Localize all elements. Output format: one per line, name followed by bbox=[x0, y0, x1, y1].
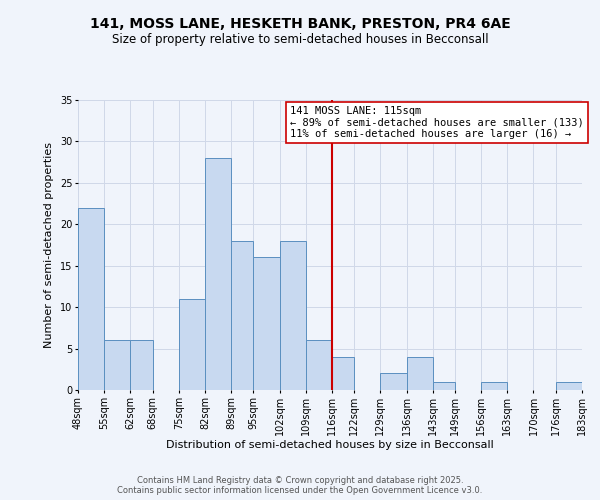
Bar bbox=[306, 340, 332, 390]
Bar bbox=[179, 299, 205, 390]
Bar bbox=[280, 241, 306, 390]
Text: Size of property relative to semi-detached houses in Becconsall: Size of property relative to semi-detach… bbox=[112, 32, 488, 46]
Bar bbox=[130, 340, 152, 390]
Bar bbox=[433, 382, 455, 390]
Bar bbox=[332, 357, 354, 390]
Bar bbox=[253, 258, 280, 390]
Bar bbox=[380, 374, 407, 390]
Bar bbox=[556, 382, 582, 390]
Bar bbox=[407, 357, 433, 390]
Text: 141, MOSS LANE, HESKETH BANK, PRESTON, PR4 6AE: 141, MOSS LANE, HESKETH BANK, PRESTON, P… bbox=[89, 18, 511, 32]
Text: Contains HM Land Registry data © Crown copyright and database right 2025.
Contai: Contains HM Land Registry data © Crown c… bbox=[118, 476, 482, 495]
Bar bbox=[205, 158, 231, 390]
X-axis label: Distribution of semi-detached houses by size in Becconsall: Distribution of semi-detached houses by … bbox=[166, 440, 494, 450]
Bar bbox=[104, 340, 130, 390]
Y-axis label: Number of semi-detached properties: Number of semi-detached properties bbox=[44, 142, 55, 348]
Text: 141 MOSS LANE: 115sqm
← 89% of semi-detached houses are smaller (133)
11% of sem: 141 MOSS LANE: 115sqm ← 89% of semi-deta… bbox=[290, 106, 583, 139]
Bar bbox=[231, 241, 253, 390]
Bar bbox=[481, 382, 508, 390]
Bar bbox=[78, 208, 104, 390]
